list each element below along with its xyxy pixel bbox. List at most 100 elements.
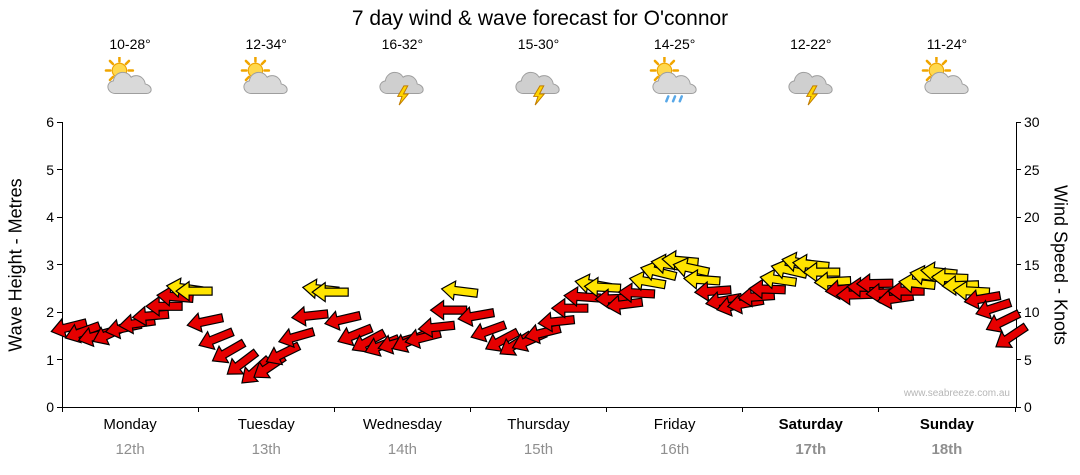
left-tick-mark	[57, 406, 62, 408]
day-header-thursday: 15-30°	[470, 36, 606, 112]
left-tick-mark	[57, 359, 62, 360]
left-tick-label: 0	[46, 399, 54, 415]
wind-arrow	[457, 306, 496, 328]
weather-icon-sun-cloud	[921, 55, 969, 95]
weather-icon-sun-cloud	[240, 55, 288, 95]
wind-arrows-layer	[50, 249, 1029, 384]
left-tick-label: 2	[46, 304, 54, 320]
left-tick-label: 3	[46, 256, 54, 273]
temperature-range: 16-32°	[381, 36, 424, 52]
left-tick-label: 6	[46, 114, 54, 130]
right-tick-label: 5	[1024, 351, 1032, 368]
day-date-wednesday: 14th	[387, 441, 417, 458]
wind-arrow	[417, 317, 456, 339]
day-boundary-tick	[606, 408, 608, 412]
wind-arrow	[605, 294, 644, 316]
wind-arrow	[50, 317, 88, 339]
wind-arrow	[211, 338, 247, 364]
wind-arrow	[748, 278, 786, 300]
day-date-saturday: 17th	[795, 441, 827, 458]
wind-arrow	[855, 272, 894, 295]
day-header-wednesday: 16-32°	[334, 36, 470, 112]
wind-arrow	[470, 320, 508, 343]
temperature-range: 15-30°	[517, 36, 560, 52]
wind-arrow	[226, 348, 260, 375]
wind-arrow	[628, 270, 667, 292]
day-date-friday: 16th	[660, 441, 690, 458]
right-tick-label: 10	[1024, 304, 1040, 320]
weather-icon-storm	[515, 71, 561, 106]
wind-arrow	[351, 328, 387, 353]
wind-arrow	[550, 297, 589, 319]
day-label-thursday: Thursday	[507, 416, 570, 433]
left-tick-label: 1	[46, 351, 54, 368]
temperature-range: 14-25°	[653, 36, 696, 52]
right-tick-mark	[1016, 216, 1021, 218]
right-tick-label: 15	[1024, 256, 1040, 273]
weather-icon-wrap	[62, 55, 198, 112]
wind-arrow	[337, 323, 374, 347]
wind-arrow	[64, 321, 102, 344]
wind-arrow	[930, 266, 969, 289]
wind-arrow	[963, 288, 1002, 310]
wind-arrow	[813, 271, 852, 293]
left-tick-mark	[57, 121, 62, 123]
wind-arrow	[323, 310, 362, 331]
left-tick-mark	[57, 169, 62, 170]
day-label-monday: Monday	[103, 416, 157, 433]
wind-arrow	[617, 282, 656, 304]
right-tick-mark	[1016, 359, 1021, 360]
day-boundary-tick	[1014, 408, 1016, 412]
day-boundary-tick	[469, 408, 471, 412]
wind-arrow	[682, 268, 721, 291]
wind-arrow	[583, 276, 622, 298]
weather-icon-wrap	[743, 57, 879, 112]
temperature-range: 12-22°	[790, 36, 832, 52]
weather-icon-wrap	[607, 55, 743, 112]
temperature-range: 12-34°	[245, 36, 287, 52]
wind-arrow	[985, 309, 1022, 334]
chart-title: 7 day wind & wave forecast for O'connor	[351, 7, 729, 30]
weather-icon-storm	[788, 71, 833, 106]
day-header-saturday: 12-22°	[743, 36, 879, 112]
right-tick-mark	[1016, 406, 1021, 408]
wind-arrow	[537, 311, 576, 333]
day-boundary-tick	[61, 408, 63, 412]
right-tick-mark	[1016, 121, 1021, 123]
wind-arrow	[429, 299, 468, 321]
wind-arrow	[693, 280, 732, 303]
wind-arrow	[175, 280, 213, 302]
right-tick-label: 20	[1024, 209, 1040, 225]
day-label-sunday: Sunday	[919, 416, 974, 433]
wind-arrow	[145, 295, 183, 317]
day-date-thursday: 15th	[523, 441, 554, 458]
day-boundary-tick	[333, 408, 335, 412]
right-tick-label: 0	[1024, 399, 1032, 415]
wind-arrow	[277, 327, 316, 349]
day-label-tuesday: Tuesday	[237, 416, 295, 433]
plot-area: www.seabreeze.com.au	[62, 122, 1017, 408]
weather-icon-wrap	[470, 57, 606, 112]
day-header-friday: 14-25°	[607, 36, 743, 112]
right-tick-mark	[1016, 264, 1021, 265]
day-header-sunday: 11-24°	[879, 36, 1015, 112]
watermark: www.seabreeze.com.au	[903, 388, 1010, 399]
day-label-saturday: Saturday	[778, 416, 843, 433]
right-tick-label: 30	[1024, 114, 1040, 130]
wind-arrow	[440, 279, 479, 302]
wind-arrow	[639, 260, 678, 282]
left-axis-label: Wave Height - Metres	[5, 178, 26, 352]
wind-arrow	[198, 327, 235, 351]
wind-arrow	[290, 305, 329, 327]
day-boundary-tick	[742, 408, 744, 412]
left-tick-mark	[57, 264, 62, 265]
left-tick-label: 5	[46, 161, 54, 178]
left-tick-label: 4	[46, 209, 54, 225]
day-boundary-tick	[878, 408, 880, 412]
day-label-wednesday: Wednesday	[362, 416, 442, 433]
wind-arrow	[186, 311, 225, 333]
day-date-tuesday: 13th	[251, 441, 281, 458]
right-axis-label: Wind Speed - Knots	[1050, 184, 1071, 346]
wind-arrow	[311, 281, 349, 303]
